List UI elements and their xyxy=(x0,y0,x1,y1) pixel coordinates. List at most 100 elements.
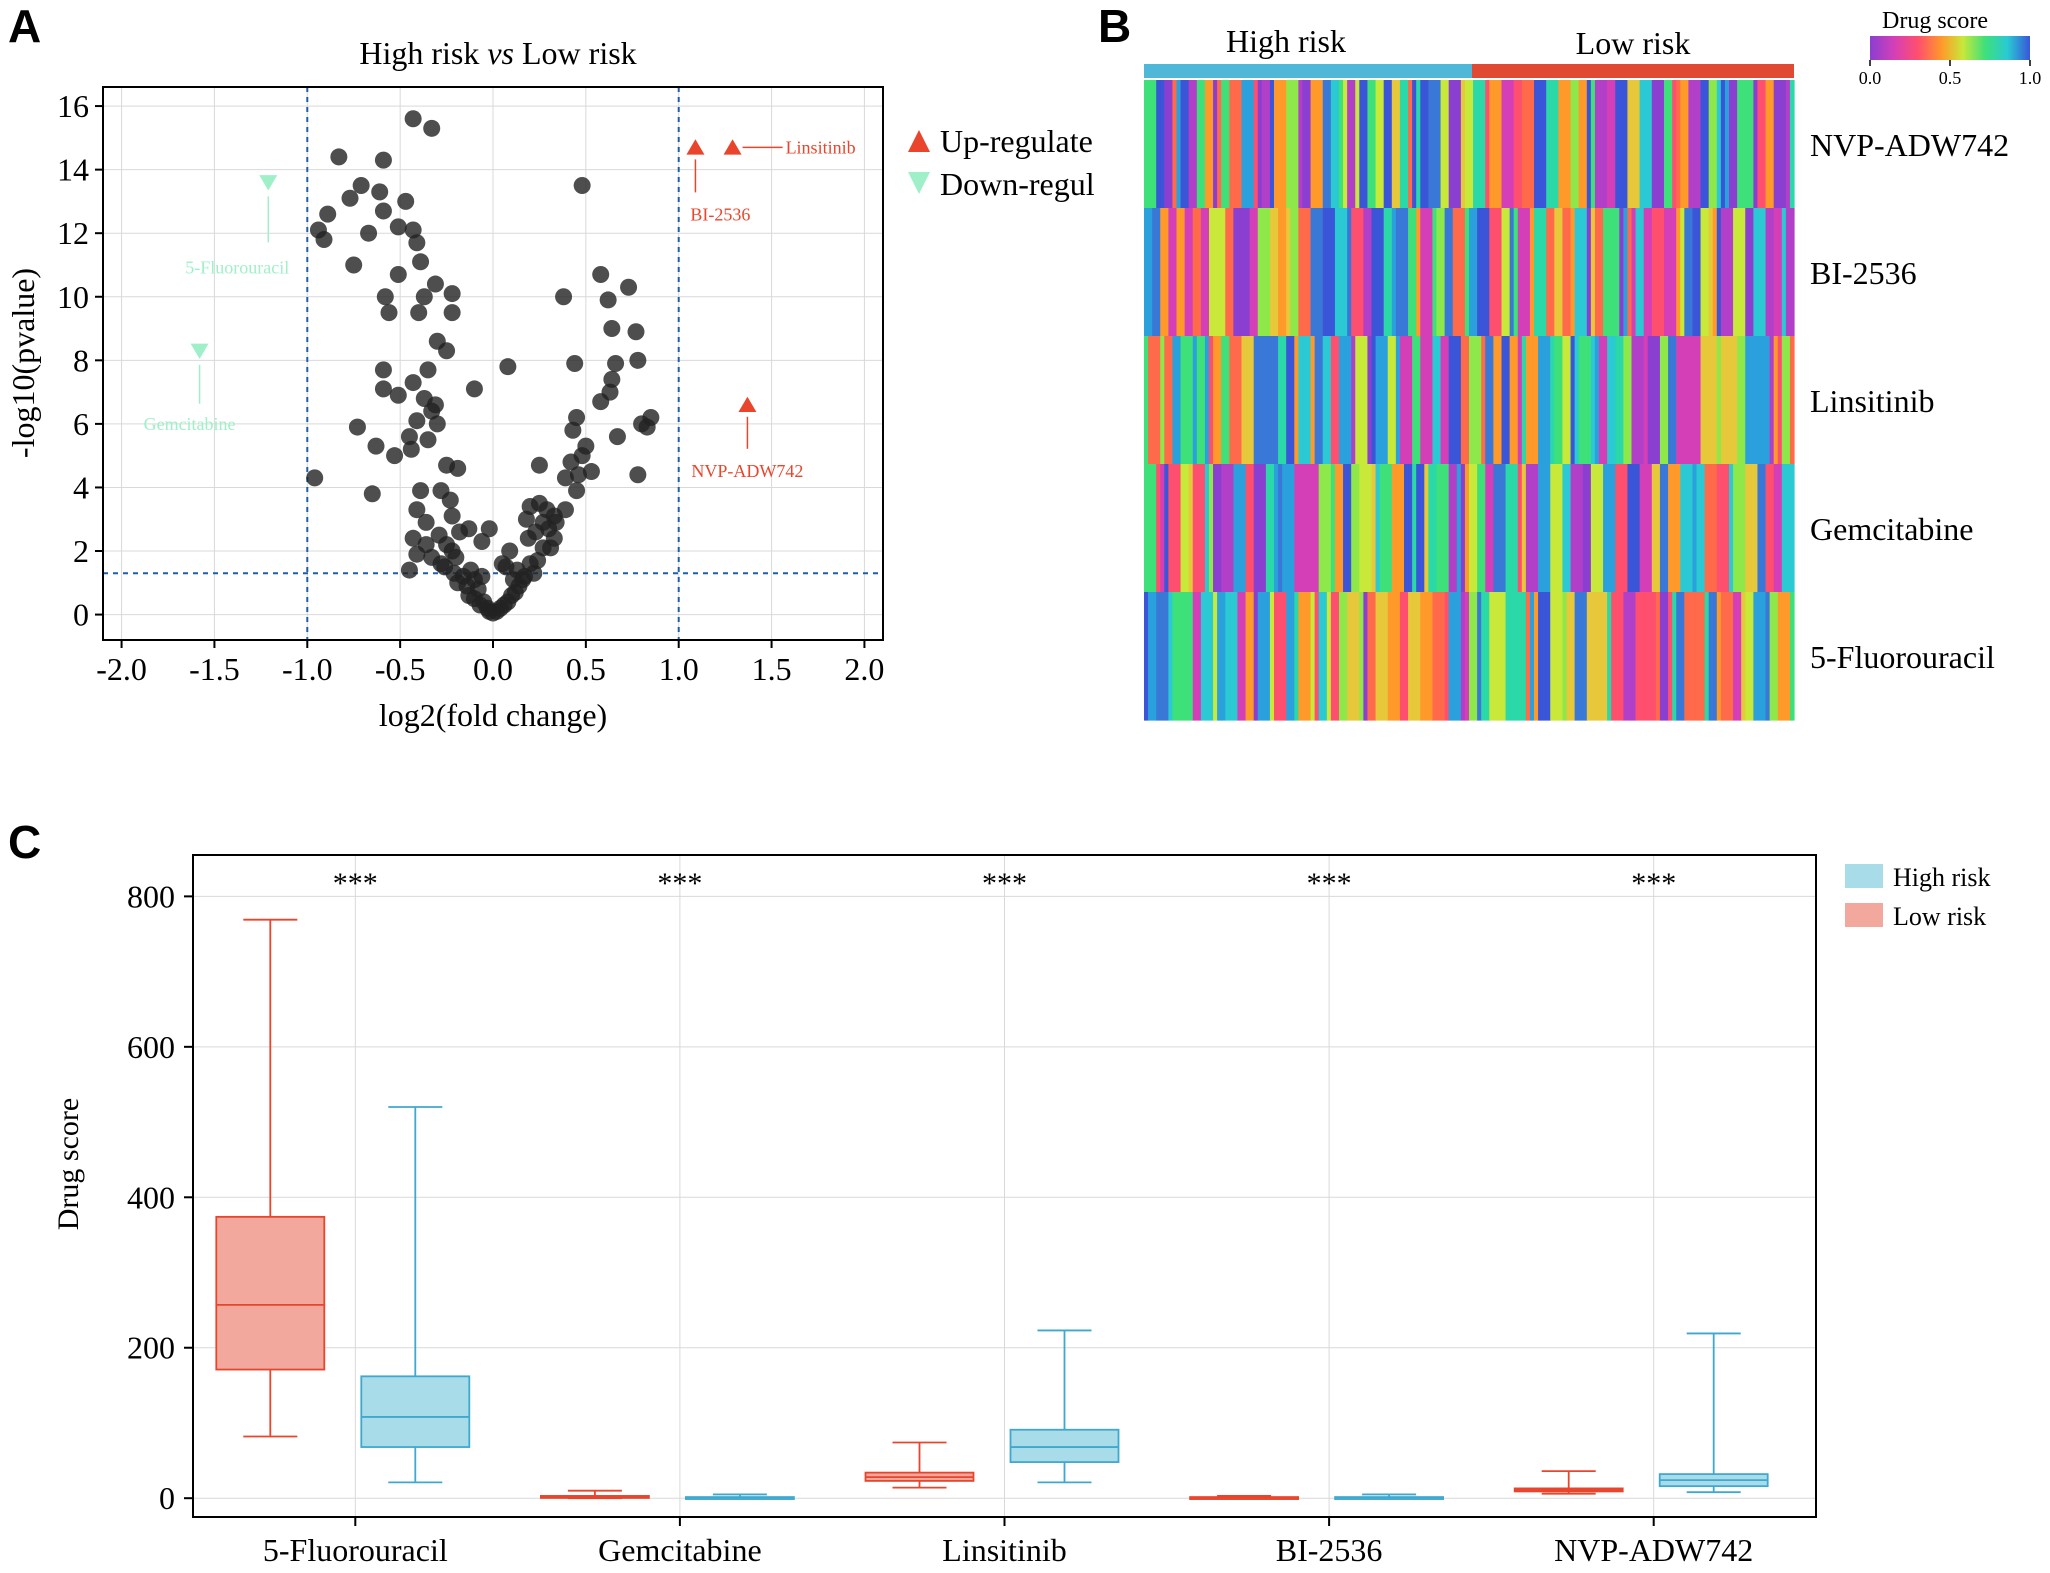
heatmap-cell xyxy=(1521,336,1527,465)
heatmap-cell xyxy=(1164,464,1169,593)
significance-marker-3: *** xyxy=(1307,867,1352,900)
panel-a-title-italic: vs xyxy=(487,35,514,71)
heatmap-row-labels: NVP-ADW742 BI-2536 Linsitinib Gemcitabine 5-… xyxy=(1810,127,2009,675)
heatmap-cell xyxy=(1773,336,1779,465)
heatmap-cell xyxy=(1574,592,1588,721)
heatmap-cell xyxy=(1213,208,1226,337)
heatmap-cell xyxy=(1712,208,1718,337)
heatmap-cell xyxy=(1412,80,1417,209)
heatmap-cell xyxy=(1286,80,1299,209)
heatmap-cell xyxy=(1594,592,1608,721)
heatmap-cell xyxy=(1704,464,1718,593)
heatmap-cell xyxy=(1172,336,1182,465)
heatmap-row-label-5-fluorouracil: 5-Fluorouracil xyxy=(1810,639,1995,675)
heatmap-cell xyxy=(1387,208,1393,337)
heatmap-cell xyxy=(1257,80,1263,209)
heatmap-cell xyxy=(1144,336,1149,465)
heatmap-cell xyxy=(1375,464,1381,593)
legend-down-label: Down-regul xyxy=(940,166,1095,202)
heatmap-cell xyxy=(1603,208,1616,337)
box-iqr xyxy=(360,1375,471,1448)
volcano-point-128 xyxy=(555,288,573,306)
heatmap-cell xyxy=(1708,336,1718,465)
heatmap-cell xyxy=(1680,208,1685,337)
heatmap-cell xyxy=(1298,80,1304,209)
heatmap-cell xyxy=(1404,464,1413,593)
c-xtick-label-2: Linsitinib xyxy=(942,1532,1066,1568)
heatmap-cell xyxy=(1330,336,1340,465)
panel-c-x-ticks: 5-Fluorouracil Gemcitabine Linsitinib BI-25… xyxy=(263,1517,1753,1568)
heatmap-cell xyxy=(1586,208,1592,337)
heatmap-cell xyxy=(1367,592,1377,721)
heatmap-cell xyxy=(1493,464,1507,593)
a-ytick-label-5: 10 xyxy=(57,279,89,315)
a-ytick-label-4: 8 xyxy=(73,342,89,378)
c-ytick-label-0: 0 xyxy=(159,1480,175,1516)
heatmap-cell xyxy=(1343,80,1348,209)
heatmap-cell xyxy=(1659,208,1665,337)
heatmap-cell xyxy=(1428,464,1438,593)
heatmap-cell xyxy=(1623,592,1633,721)
heatmap-cell xyxy=(1290,208,1299,337)
heatmap-cell xyxy=(1741,592,1746,721)
heatmap-cell xyxy=(1347,208,1352,337)
a-xtick-label-8: 2.0 xyxy=(844,651,884,687)
volcano-point-7 xyxy=(397,192,415,210)
heatmap-cell xyxy=(1420,592,1434,721)
heatmap-cell xyxy=(1607,592,1612,721)
heatmap-cell xyxy=(1676,208,1681,337)
a-ytick-label-7: 14 xyxy=(57,152,89,188)
volcano-point-38 xyxy=(428,415,446,433)
heatmap-cell xyxy=(1156,592,1169,721)
volcano-point-18 xyxy=(389,266,407,284)
box-high-risk-linsitinib xyxy=(1009,1329,1120,1484)
heatmap-cell xyxy=(1745,80,1754,209)
heatmap-cell xyxy=(1359,464,1373,593)
volcano-point-33 xyxy=(499,358,517,376)
volcano-point-19 xyxy=(426,275,444,293)
significance-marker-2: *** xyxy=(982,867,1027,900)
heatmap-row-label-linsitinib: Linsitinib xyxy=(1810,383,1934,419)
heatmap-cell xyxy=(1209,208,1214,337)
heatmap-cell xyxy=(1554,336,1564,465)
heatmap-cell xyxy=(1412,336,1421,465)
heatmap-cell xyxy=(1420,80,1429,209)
volcano-point-108 xyxy=(569,466,587,484)
volcano-point-9 xyxy=(374,202,392,220)
c-ytick-label-2: 400 xyxy=(127,1179,175,1215)
heatmap-cell xyxy=(1444,208,1454,337)
heatmap-cell xyxy=(1676,80,1681,209)
heatmap-cell xyxy=(1729,80,1738,209)
heatmap-cell xyxy=(1172,592,1182,721)
group-label-high-risk: High risk xyxy=(1226,23,1346,59)
panel-c: C 0 200 400 600 800 5-Fluorouracil Gemcitabin… xyxy=(8,816,1991,1568)
heatmap-cell xyxy=(1408,80,1413,209)
c-ytick-label-3: 600 xyxy=(127,1029,175,1065)
heatmap-cell xyxy=(1578,80,1588,209)
heatmap-cell xyxy=(1716,464,1730,593)
box-high-risk-gemcitabine xyxy=(685,1493,795,1500)
heatmap-cell xyxy=(1789,80,1795,209)
heatmap-cell xyxy=(1164,80,1174,209)
heatmap-cell xyxy=(1501,80,1515,209)
legend-high-risk-swatch xyxy=(1845,864,1883,888)
heatmap-cell xyxy=(1534,592,1539,721)
heatmap-cell xyxy=(1399,336,1413,465)
heatmap-cell xyxy=(1501,208,1511,337)
a-ytick-label-6: 12 xyxy=(57,215,89,251)
heatmap-cell xyxy=(1603,464,1616,593)
heatmap-cell xyxy=(1436,464,1450,593)
a-xtick-label-7: 1.5 xyxy=(752,651,792,687)
heatmap-cell xyxy=(1387,336,1397,465)
heatmap-cell xyxy=(1160,80,1165,209)
heatmap-cell xyxy=(1286,208,1291,337)
heatmap-cell xyxy=(1501,336,1511,465)
heatmap-cell xyxy=(1460,336,1470,465)
heatmap-cell xyxy=(1716,208,1722,337)
heatmap-cell xyxy=(1184,208,1194,337)
c-xtick-label-3: BI-2536 xyxy=(1276,1532,1383,1568)
c-ytick-label-4: 800 xyxy=(127,878,175,914)
heatmap-cell xyxy=(1517,464,1523,593)
heatmap-cell xyxy=(1611,592,1624,721)
significance-marker-0: *** xyxy=(333,867,378,900)
